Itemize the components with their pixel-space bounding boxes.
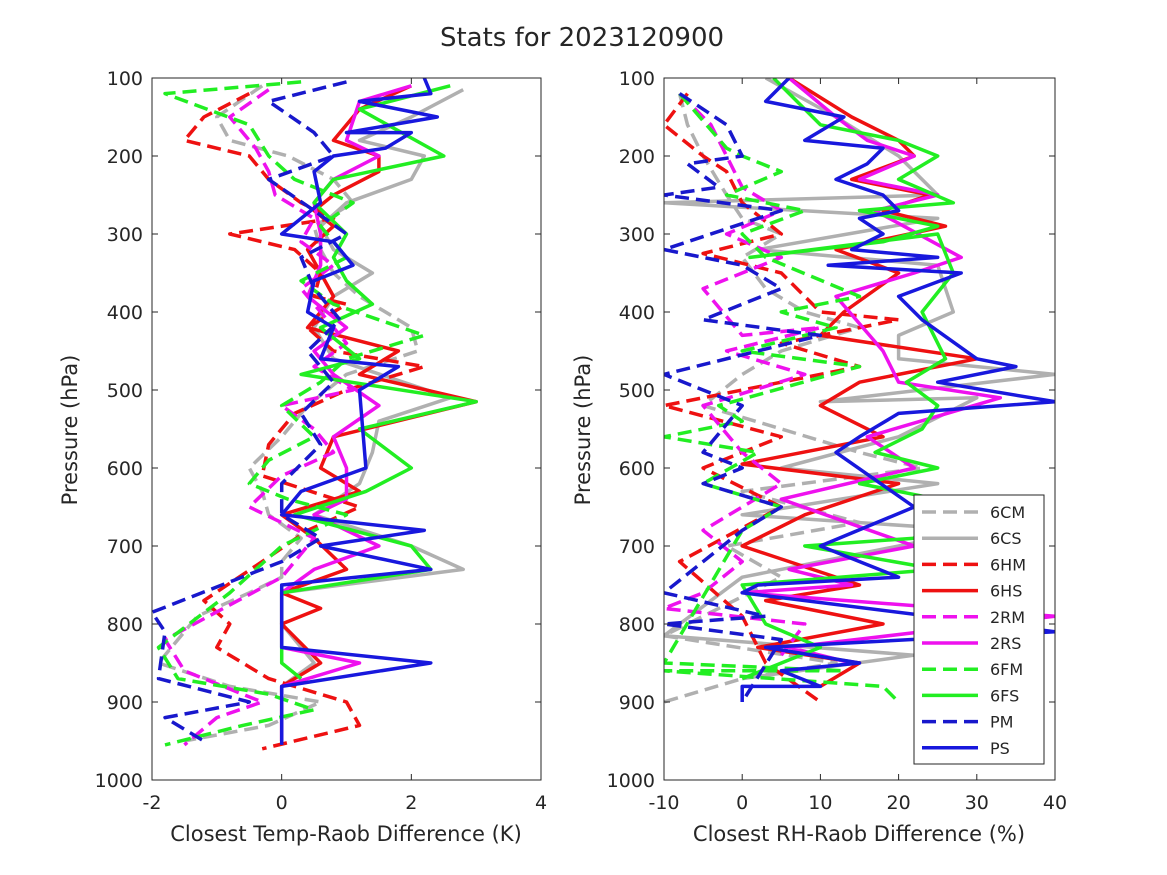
temp-series-6cm [156,84,420,743]
temp-series-ps [279,78,440,745]
temp-y-tick-label: 400 [107,302,143,324]
temp-x-tick-label: 2 [405,792,417,814]
rh-series-6hm [664,92,901,704]
legend-label-pm: PM [990,713,1013,732]
rh-y-tick-label: 300 [619,224,655,246]
rh-y-tick-label: 900 [619,692,655,714]
legend-label-2rs: 2RS [990,634,1021,653]
legend-label-6hs: 6HS [990,582,1022,601]
rh-series-2rs [740,78,1055,665]
temp-y-tick-label: 300 [107,224,143,246]
rh-x-axis-label: Closest RH-Raob Difference (%) [693,822,1025,846]
rh-legend: 6CM 6CS 6HM 6HS 2RM 2RS 6FM 6FS PM PS [913,494,1045,765]
temp-y-tick-label: 200 [107,146,143,168]
legend-box [913,494,1045,765]
legend-label-2rm: 2RM [990,608,1025,627]
rh-y-tick-label: 100 [619,68,655,90]
rh-y-axis-label: Pressure (hPa) [571,355,595,506]
rh-y-tick-label: 800 [619,614,655,636]
temp-y-tick-label: 700 [107,536,143,558]
legend-label-6fs: 6FS [990,686,1019,705]
temp-y-tick-label: 1000 [95,770,143,792]
rh-panel: Pressure (hPa) Closest RH-Raob Differenc… [571,68,1067,846]
temp-y-tick-label: 500 [107,380,143,402]
temp-y-tick-label: 900 [107,692,143,714]
rh-x-tick-label: 0 [736,792,748,814]
figure-title: Stats for 2023120900 [440,23,724,53]
rh-x-tick-label: 10 [808,792,832,814]
temp-x-axis-label: Closest Temp-Raob Difference (K) [170,822,522,846]
temp-y-tick-label: 100 [107,68,143,90]
rh-series-pm [664,92,823,703]
temp-panel: Pressure (hPa) Closest Temp-Raob Differe… [58,68,547,846]
rh-axes-frame [663,77,1056,781]
temp-series-6hm [182,92,427,751]
temp-x-tick-label: -2 [143,792,162,814]
temp-y-axis-label: Pressure (hPa) [58,355,82,506]
rh-y-tick-label: 1000 [607,770,655,792]
legend-label-6hm: 6HM [990,555,1026,574]
temp-series-group [152,78,478,751]
temp-series-6hs [279,84,478,741]
rh-series-6fs [740,78,956,681]
legend-label-6cs: 6CS [990,529,1022,548]
rh-series-6fm [664,92,900,704]
temp-x-tick-label: 0 [276,792,288,814]
temp-series-pm [152,80,349,743]
rh-x-tick-label: 40 [1043,792,1067,814]
temp-axes-frame [151,77,542,781]
legend-label-6fm: 6FM [990,660,1023,679]
rh-y-tick-label: 400 [619,302,655,324]
temp-y-tick-label: 600 [107,458,143,480]
rh-y-tick-label: 700 [619,536,655,558]
rh-y-tick-label: 500 [619,380,655,402]
legend-label-6cm: 6CM [990,503,1025,522]
rh-x-tick-label: 30 [965,792,989,814]
rh-x-tick-label: 20 [887,792,911,814]
rh-series-2rm [664,92,823,657]
rh-series-group [664,78,1055,704]
temp-x-tick-label: 4 [535,792,547,814]
temp-y-tick-label: 800 [107,614,143,636]
rh-x-tick-label: -10 [648,792,679,814]
rh-y-tick-label: 200 [619,146,655,168]
legend-label-ps: PS [990,739,1010,758]
rh-y-tick-label: 600 [619,458,655,480]
temp-series-6fm [156,80,427,747]
